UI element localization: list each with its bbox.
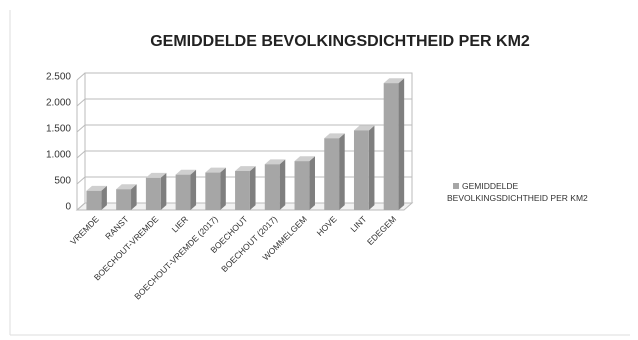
bar-top (86, 185, 107, 191)
bar (353, 130, 369, 210)
bar-top (175, 169, 197, 175)
grid-line (76, 150, 86, 159)
y-tick-label: 2.500 (46, 72, 71, 83)
chart-title: GEMIDDELDE BEVOLKINGSDICHTHEID PER KM2 (150, 33, 530, 50)
y-tick-label: 0 (65, 202, 71, 213)
bar-top (235, 166, 256, 171)
x-tick-label: RANST (103, 214, 130, 241)
bar-side (101, 185, 107, 210)
grid-line (76, 202, 86, 211)
grid-line (76, 176, 86, 185)
bar-side (368, 125, 375, 210)
legend: GEMIDDELDE BEVOLKINGSDICHTHEID PER KM2 (447, 180, 619, 204)
bar-side (190, 169, 197, 210)
bar (205, 172, 221, 210)
bar (175, 174, 191, 210)
bar (235, 171, 250, 210)
bar-top (294, 156, 315, 162)
bar-side (249, 166, 256, 210)
bar (294, 161, 310, 210)
x-tick-label: LINT (348, 214, 368, 234)
bar-top (324, 133, 345, 139)
bar-top (116, 184, 137, 190)
bar-top (353, 125, 375, 131)
bar-side (160, 172, 167, 210)
bar (86, 190, 102, 210)
bar-side (220, 167, 226, 210)
y-tick-label: 1.000 (46, 150, 71, 161)
x-tick-label: LIER (170, 214, 190, 234)
bar (264, 164, 280, 210)
y-tick-label: 2.000 (46, 98, 71, 109)
bar-top (383, 78, 405, 84)
bar-top (264, 159, 286, 165)
x-tick-label: HOVE (315, 214, 339, 238)
bar (116, 189, 132, 210)
y-tick-label: 1.500 (46, 124, 71, 135)
legend-swatch (453, 183, 459, 189)
bar-top (205, 167, 226, 173)
legend-label: GEMIDDELDE BEVOLKINGSDICHTHEID PER KM2 (447, 181, 588, 203)
bar (145, 177, 161, 210)
y-tick-label: 500 (54, 176, 71, 187)
bar-side (131, 184, 137, 210)
bar-side (339, 133, 345, 210)
bar-side (309, 156, 315, 210)
bar-side (279, 159, 286, 210)
x-tick-label: EDEGEM (365, 214, 398, 247)
x-tick-label: BOECHOUT (2017) (219, 214, 279, 274)
x-tick-label: VREMDE (68, 214, 101, 247)
grid-line (76, 98, 86, 107)
bar-side (398, 78, 405, 210)
grid-line (76, 72, 86, 81)
bar-top (145, 172, 167, 178)
bar (383, 83, 399, 210)
bar (324, 138, 340, 210)
grid-line (76, 124, 86, 133)
